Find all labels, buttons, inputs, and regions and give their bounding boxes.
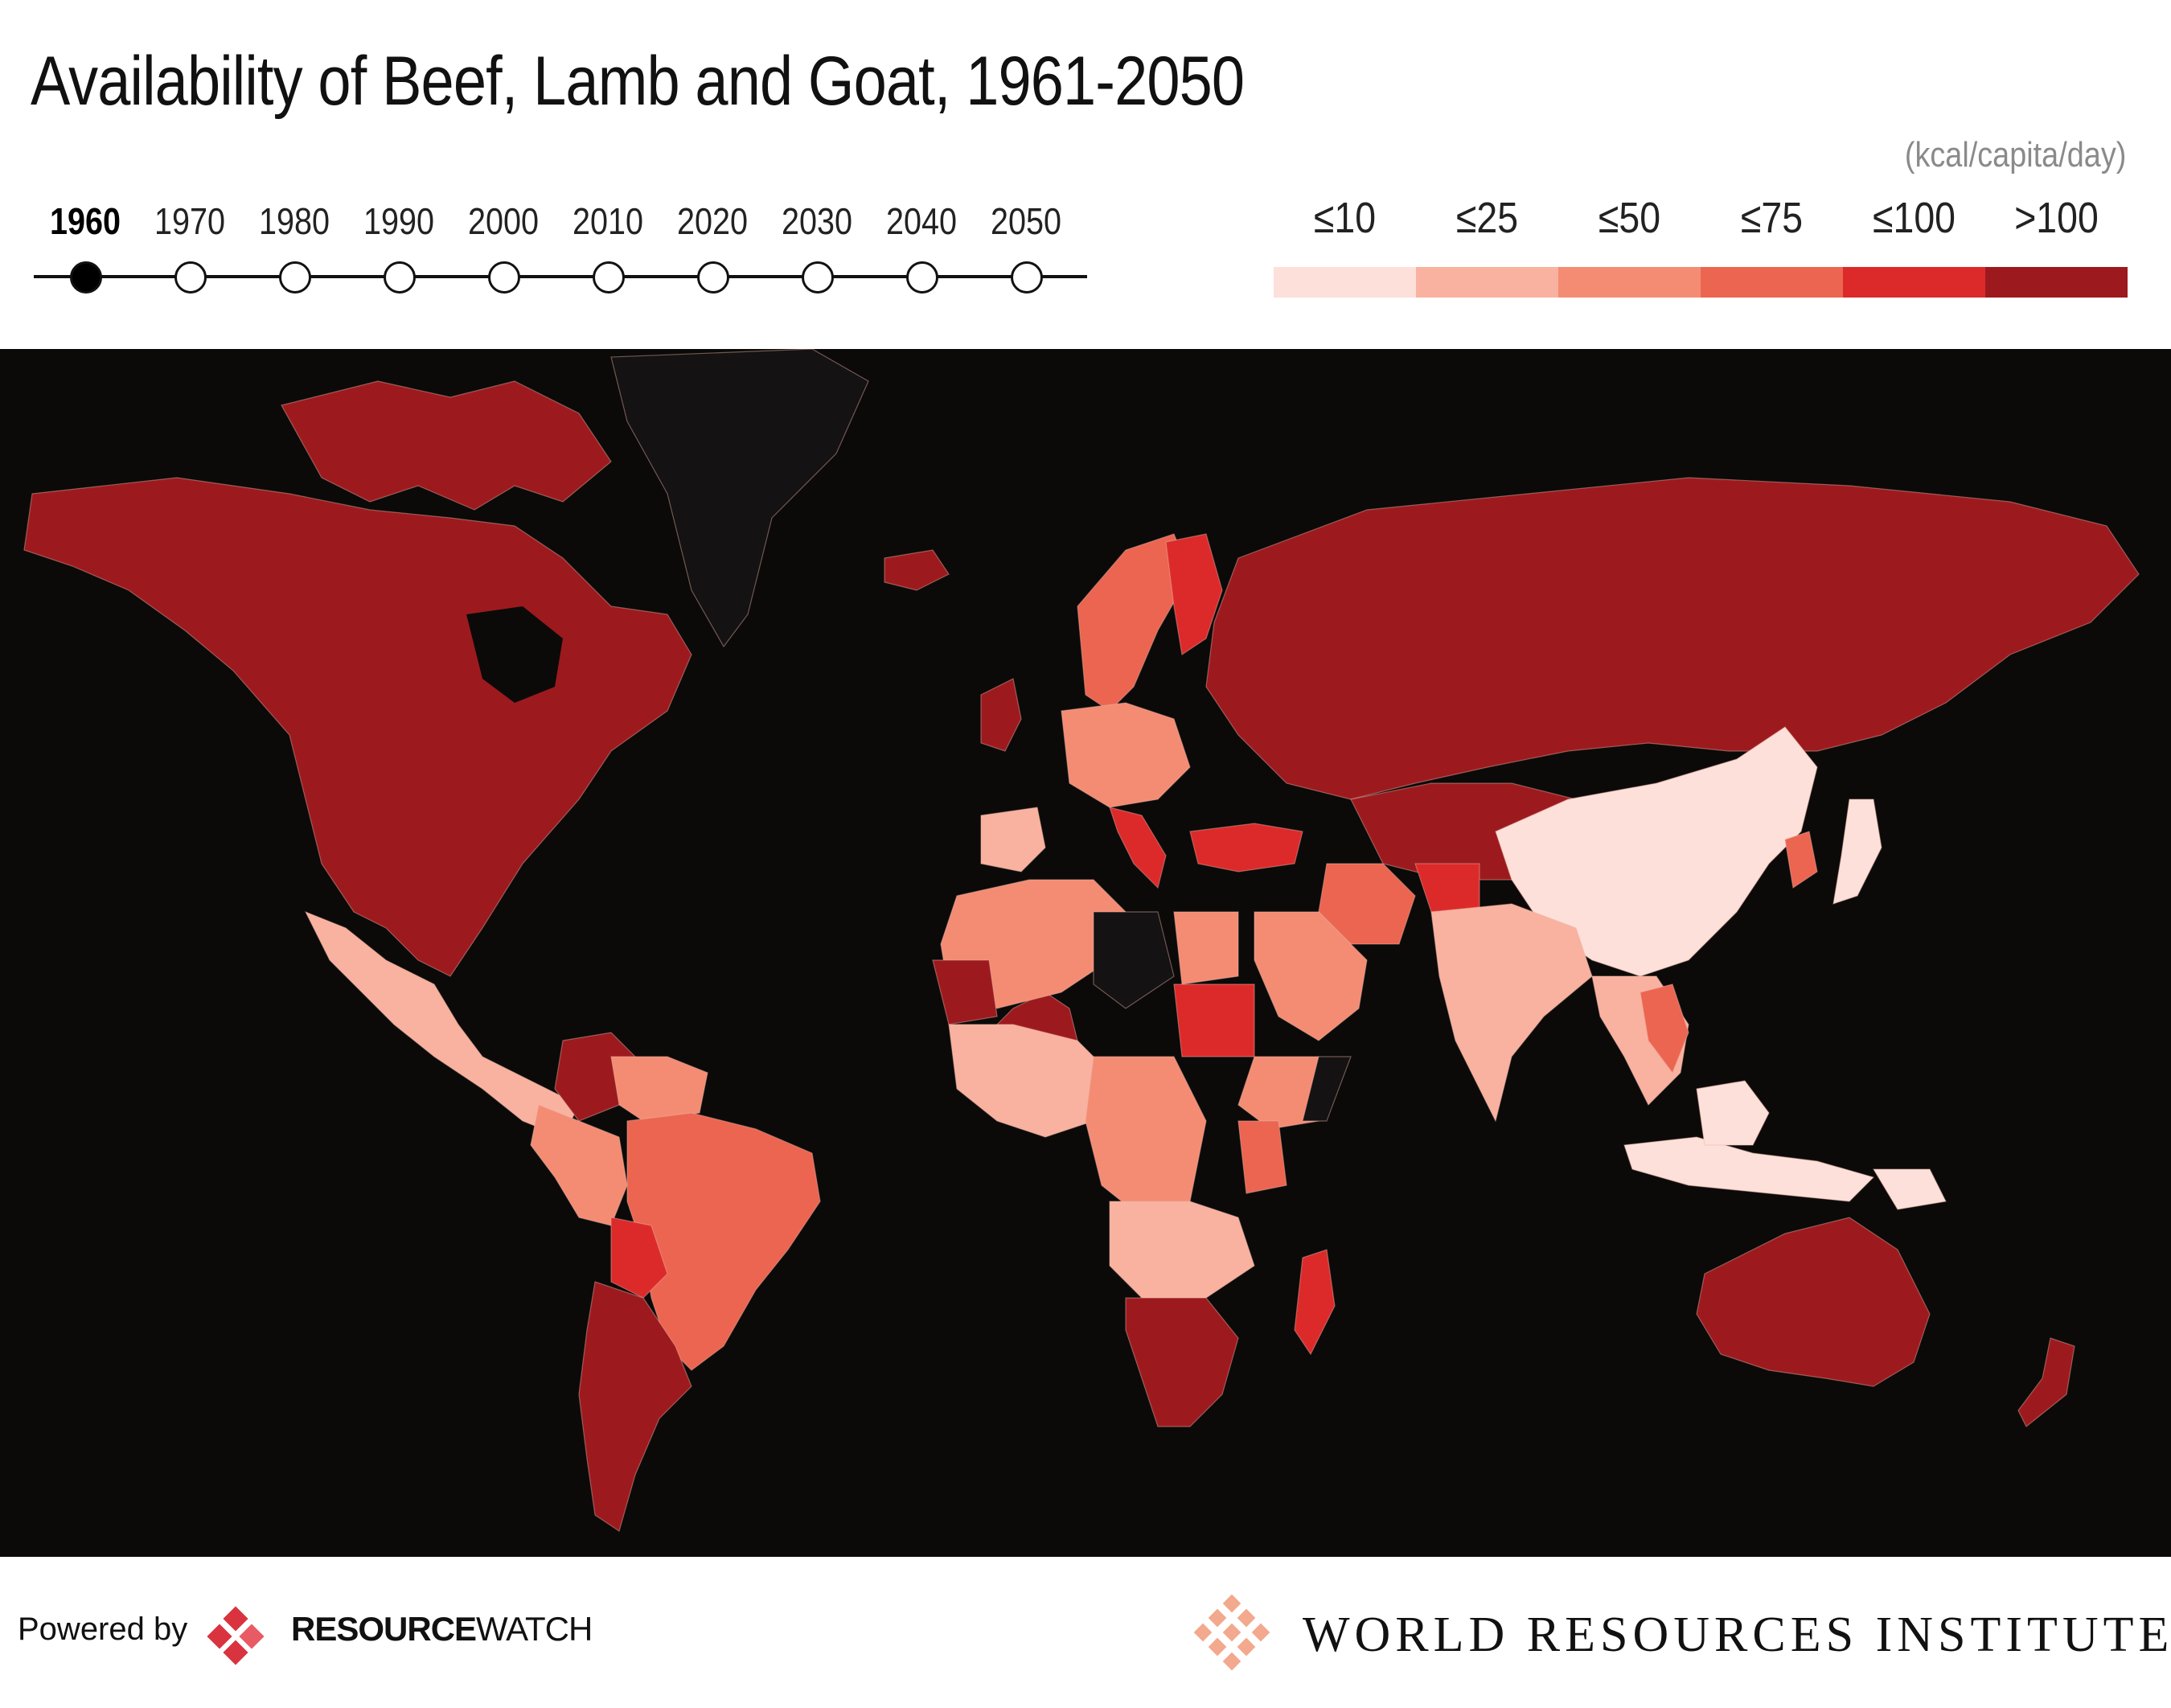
wri-logo-icon bbox=[1193, 1594, 1270, 1671]
region-korea[interactable] bbox=[1784, 831, 1818, 889]
region-arabia[interactable] bbox=[1254, 911, 1368, 1041]
region-india[interactable] bbox=[1430, 903, 1593, 1123]
legend-swatch bbox=[1985, 267, 2128, 298]
region-greenland[interactable] bbox=[610, 349, 869, 648]
region-argentina[interactable] bbox=[578, 1281, 692, 1532]
timeline-year-dot[interactable] bbox=[697, 261, 729, 294]
legend-swatch bbox=[1274, 267, 1416, 298]
region-central-africa[interactable] bbox=[1085, 1056, 1207, 1218]
legend-label: ≤100 bbox=[1873, 194, 1956, 242]
timeline-track bbox=[34, 275, 1087, 278]
timeline-year-label[interactable]: 2040 bbox=[885, 200, 958, 242]
region-papua[interactable] bbox=[1872, 1168, 1947, 1210]
region-bolivia[interactable] bbox=[610, 1217, 668, 1299]
units-label: (kcal/capita/day) bbox=[1904, 135, 2126, 174]
region-mauritania[interactable] bbox=[932, 959, 998, 1025]
region-scandinavia[interactable] bbox=[1077, 533, 1191, 712]
legend-swatch bbox=[1558, 267, 1701, 298]
region-borneo[interactable] bbox=[1696, 1080, 1770, 1146]
timeline-year-dot[interactable] bbox=[174, 261, 207, 294]
timeline-year-dot[interactable] bbox=[384, 261, 416, 294]
timeline-year-label[interactable]: 2010 bbox=[572, 200, 644, 242]
region-southern-africa[interactable] bbox=[1125, 1297, 1239, 1427]
timeline-year-dot[interactable] bbox=[279, 261, 311, 294]
world-map-svg bbox=[23, 349, 2140, 1532]
legend-item: ≤50 bbox=[1558, 193, 1701, 298]
region-madagascar[interactable] bbox=[1294, 1249, 1336, 1356]
timeline-year-label[interactable]: 1980 bbox=[258, 200, 330, 242]
legend-item: >100 bbox=[1985, 193, 2128, 298]
region-uk[interactable] bbox=[980, 678, 1022, 752]
rw-light-label: WATCH bbox=[476, 1610, 593, 1648]
region-canada-arctic[interactable] bbox=[281, 380, 612, 511]
rw-bold-label: RESOURCE bbox=[291, 1610, 477, 1648]
legend-item: ≤10 bbox=[1274, 193, 1416, 298]
legend-label: ≤75 bbox=[1740, 194, 1804, 242]
timeline-year-label[interactable]: 1960 bbox=[49, 200, 121, 242]
region-iceland[interactable] bbox=[884, 549, 950, 591]
powered-by-label: Powered by bbox=[18, 1612, 188, 1647]
legend-swatch bbox=[1843, 267, 1985, 298]
region-finland[interactable] bbox=[1165, 533, 1223, 656]
region-kenya[interactable] bbox=[1237, 1120, 1287, 1194]
region-guianas[interactable] bbox=[610, 1056, 708, 1122]
legend-label: ≤25 bbox=[1455, 194, 1519, 242]
region-new-zealand[interactable] bbox=[2017, 1337, 2075, 1427]
region-indonesia[interactable] bbox=[1623, 1136, 1875, 1202]
region-hudson-bay bbox=[466, 606, 563, 703]
region-iberia[interactable] bbox=[980, 807, 1046, 872]
region-italy[interactable] bbox=[1109, 807, 1167, 889]
legend-swatch bbox=[1416, 267, 1558, 298]
world-map[interactable] bbox=[0, 349, 2171, 1557]
region-central-europe[interactable] bbox=[1061, 702, 1191, 808]
timeline-year-label[interactable]: 2050 bbox=[990, 200, 1062, 242]
color-legend: ≤10 ≤25 ≤50 ≤75 ≤100 >100 bbox=[1274, 193, 2128, 298]
legend-label: ≤50 bbox=[1598, 194, 1661, 242]
region-vietnam[interactable] bbox=[1640, 983, 1689, 1074]
timeline-year-dot[interactable] bbox=[488, 261, 520, 294]
legend-swatch bbox=[1701, 267, 1843, 298]
region-japan[interactable] bbox=[1832, 799, 1882, 905]
region-north-america[interactable] bbox=[23, 477, 692, 977]
timeline-year-dot[interactable] bbox=[593, 261, 625, 294]
timeline-year-dot[interactable] bbox=[802, 261, 834, 294]
legend-item: ≤100 bbox=[1843, 193, 1985, 298]
region-afghanistan[interactable] bbox=[1414, 863, 1480, 913]
region-australia[interactable] bbox=[1696, 1217, 1931, 1387]
wri-name[interactable]: WORLD RESOURCES INSTITUTE bbox=[1303, 1607, 2171, 1662]
resource-watch-name[interactable]: RESOURCEWATCH bbox=[291, 1610, 593, 1648]
region-sudan[interactable] bbox=[1173, 983, 1255, 1057]
legend-item: ≤25 bbox=[1416, 193, 1558, 298]
year-timeline[interactable]: 1960 1970 1980 1990 2000 2010 2020 2030 2040 2050 bbox=[34, 199, 1087, 304]
legend-item: ≤75 bbox=[1701, 193, 1843, 298]
timeline-year-label[interactable]: 1990 bbox=[363, 200, 435, 242]
region-egypt[interactable] bbox=[1173, 911, 1239, 985]
legend-label: ≤10 bbox=[1313, 194, 1377, 242]
region-libya[interactable] bbox=[1093, 911, 1175, 1009]
timeline-year-dot[interactable] bbox=[70, 261, 102, 294]
timeline-year-dot[interactable] bbox=[1011, 261, 1043, 294]
region-ethiopia[interactable] bbox=[1237, 1056, 1319, 1130]
timeline-year-label[interactable]: 1970 bbox=[154, 200, 226, 242]
region-peru[interactable] bbox=[530, 1104, 628, 1226]
region-turkey[interactable] bbox=[1189, 823, 1303, 872]
timeline-year-dot[interactable] bbox=[906, 261, 938, 294]
wri-block: WORLD RESOURCES INSTITUTE bbox=[1190, 1592, 2169, 1673]
timeline-year-label[interactable]: 2030 bbox=[781, 200, 853, 242]
timeline-year-label[interactable]: 2020 bbox=[676, 200, 749, 242]
region-russia[interactable] bbox=[1205, 477, 2140, 800]
legend-label: >100 bbox=[2014, 194, 2099, 242]
timeline-year-label[interactable]: 2000 bbox=[467, 200, 540, 242]
region-angola-zambia[interactable] bbox=[1109, 1201, 1255, 1299]
page-title: Availability of Beef, Lamb and Goat, 196… bbox=[31, 43, 1245, 120]
region-somalia[interactable] bbox=[1302, 1056, 1352, 1122]
resource-watch-logo-icon bbox=[207, 1606, 265, 1665]
